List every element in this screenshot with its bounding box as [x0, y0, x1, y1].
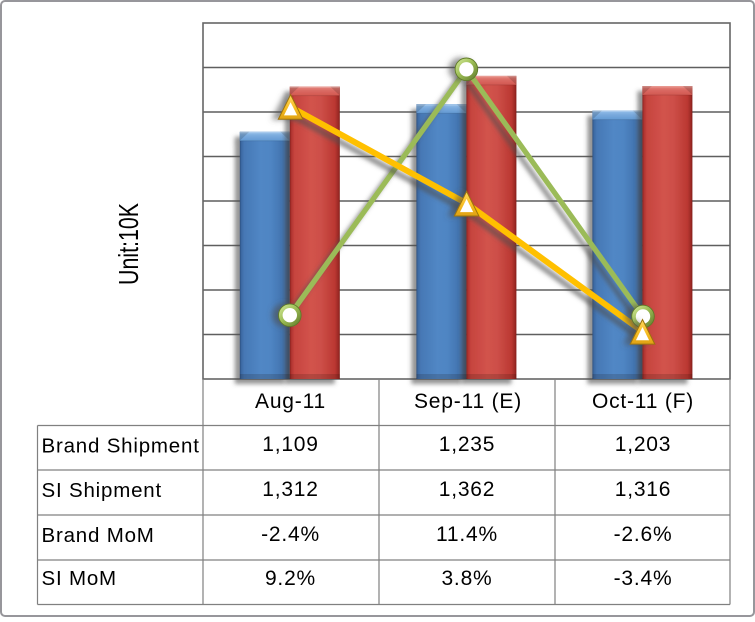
- svg-text:3.8%: 3.8%: [441, 567, 492, 590]
- svg-text:Aug-11: Aug-11: [255, 390, 326, 413]
- svg-text:1,316: 1,316: [615, 478, 672, 501]
- svg-text:Brand MoM: Brand MoM: [42, 524, 155, 547]
- svg-text:Brand Shipment: Brand Shipment: [42, 435, 200, 458]
- svg-text:SI MoM: SI MoM: [42, 567, 117, 590]
- svg-text:9.2%: 9.2%: [265, 567, 316, 590]
- svg-text:1,203: 1,203: [615, 433, 672, 456]
- svg-text:SI Shipment: SI Shipment: [42, 479, 162, 502]
- svg-text:-2.4%: -2.4%: [261, 523, 320, 546]
- svg-text:-3.4%: -3.4%: [614, 567, 673, 590]
- svg-text:1,235: 1,235: [439, 433, 496, 456]
- svg-text:11.4%: 11.4%: [436, 523, 498, 546]
- svg-text:-2.6%: -2.6%: [614, 523, 673, 546]
- svg-text:1,109: 1,109: [262, 433, 319, 456]
- svg-text:Oct-11 (F): Oct-11 (F): [592, 390, 694, 413]
- svg-text:1,312: 1,312: [262, 478, 319, 501]
- svg-text:Unit:10K: Unit:10K: [113, 203, 144, 285]
- svg-text:Sep-11 (E): Sep-11 (E): [414, 390, 522, 413]
- svg-text:1,362: 1,362: [439, 478, 496, 501]
